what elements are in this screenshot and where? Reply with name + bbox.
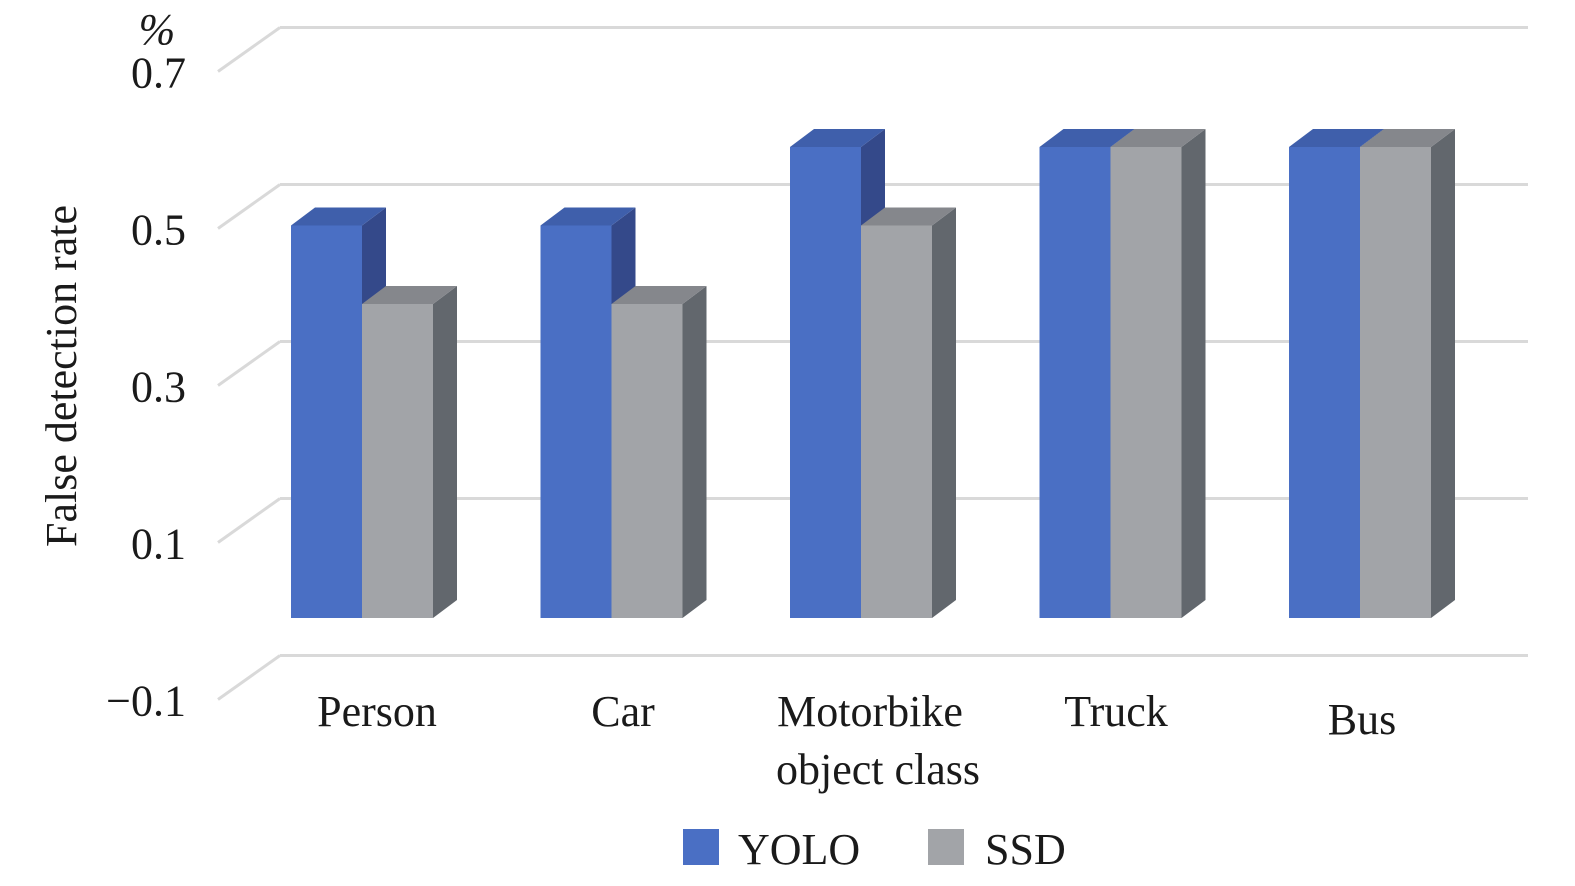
bar-front: [611, 304, 683, 618]
y-axis-label: False detection rate: [37, 205, 86, 547]
bar-top: [1110, 129, 1206, 147]
bar-top: [1289, 129, 1384, 147]
bar-group-truck: [1039, 129, 1206, 618]
gridline-floor-edge: [217, 340, 281, 387]
bar-front: [790, 147, 861, 618]
gridline-floor-edge: [217, 654, 281, 701]
bar-group-motorbike: [790, 129, 956, 618]
legend: YOLO SSD: [683, 825, 1066, 874]
bar-top: [291, 207, 386, 226]
bar-top: [540, 207, 636, 226]
y-tick-label: 0.5: [131, 206, 186, 255]
bar-top: [611, 286, 707, 304]
bar-top: [861, 207, 956, 226]
bar-front: [1289, 147, 1360, 618]
x-axis-label: object class: [776, 745, 980, 794]
bar-ssd-truck: [1110, 129, 1206, 618]
y-tick-label: 0.7: [131, 49, 186, 98]
x-tick-label-person: Person: [317, 687, 437, 736]
x-tick-label-truck: Truck: [1064, 687, 1168, 736]
y-tick-labels: 0.7 0.5 0.3 0.1 −0.1: [106, 49, 186, 726]
bar-top: [1039, 129, 1135, 147]
x-tick-labels: Person Car Motorbike Truck Bus: [317, 687, 1396, 744]
bar-ssd-motorbike: [861, 207, 956, 618]
bar-side: [682, 286, 707, 618]
bar-front: [1039, 147, 1111, 618]
bar-top: [1360, 129, 1455, 147]
bar-ssd-person: [362, 286, 457, 618]
bar-front: [362, 304, 433, 618]
legend-label-ssd: SSD: [985, 825, 1066, 874]
gridline-floor-edge: [217, 183, 281, 230]
y-tick-label: 0.1: [131, 520, 186, 569]
bar-side: [932, 207, 956, 618]
bar-group-bus: [1289, 129, 1455, 618]
x-tick-label-motorbike: Motorbike: [777, 687, 963, 736]
bar-ssd-car: [611, 286, 707, 618]
x-tick-label-bus: Bus: [1328, 695, 1396, 744]
bar-group-car: [540, 207, 707, 618]
x-tick-label-car: Car: [591, 687, 655, 736]
legend-label-yolo: YOLO: [738, 825, 860, 874]
bar-top: [790, 129, 885, 147]
unit-label: %: [139, 5, 176, 54]
bar-front: [1360, 147, 1431, 618]
bar-front: [861, 225, 932, 618]
legend-swatch-ssd: [928, 829, 964, 865]
bar-front: [291, 225, 362, 618]
gridline-floor-edge: [217, 26, 281, 73]
bar-top: [362, 286, 457, 304]
y-tick-label: 0.3: [131, 363, 186, 412]
bar-ssd-bus: [1360, 129, 1455, 618]
bar-side: [1181, 129, 1206, 618]
gridline-floor-edge: [217, 497, 281, 544]
bar-side: [433, 286, 457, 618]
bar-side: [1431, 129, 1455, 618]
bar-front: [540, 225, 612, 618]
bars: [291, 129, 1455, 618]
bar-front: [1110, 147, 1182, 618]
bar-group-person: [291, 207, 457, 618]
legend-swatch-yolo: [683, 829, 719, 865]
y-tick-label: −0.1: [106, 677, 186, 726]
